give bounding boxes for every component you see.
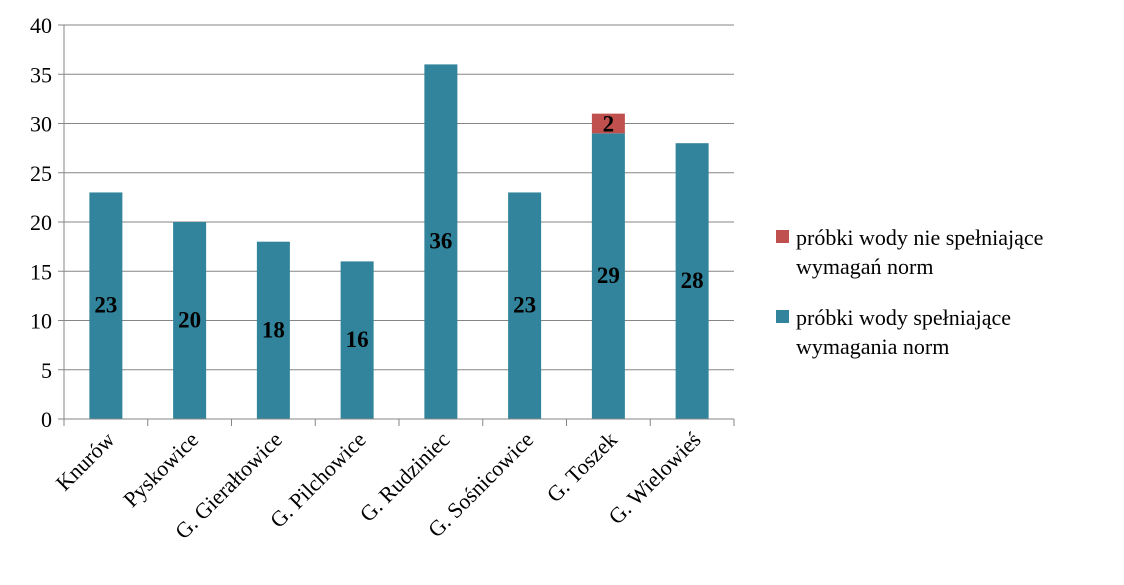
legend-swatch (776, 310, 789, 323)
y-axis-ticks: 0 5 10 15 20 25 30 35 40 (30, 13, 64, 432)
bar-compliant-7 (675, 143, 709, 419)
y-tick-label: 5 (41, 358, 52, 383)
bar-noncompliant-6 (591, 113, 625, 134)
bar-compliant-4 (424, 64, 458, 420)
y-tick-label: 30 (30, 112, 52, 137)
legend-item-noncompliant: próbki wody nie spełniające wymagań norm (776, 225, 1043, 279)
bar-compliant-0 (89, 192, 123, 419)
y-tick-label: 10 (30, 309, 52, 334)
data-label: 28 (681, 268, 704, 293)
y-tick-label: 15 (30, 259, 52, 284)
bar-compliant-5 (508, 192, 542, 419)
legend-label: wymagania norm (796, 334, 949, 359)
data-label: 36 (429, 229, 452, 254)
data-labels: 23 20 18 16 36 23 29 28 2 (94, 112, 703, 353)
bars (89, 64, 709, 420)
data-label: 23 (94, 293, 117, 318)
y-tick-label: 35 (30, 62, 52, 87)
x-tick-label: Pyskowice (118, 427, 203, 512)
legend-label: próbki wody spełniające (796, 305, 1011, 330)
data-label: 29 (597, 263, 620, 288)
gridlines (64, 24, 734, 371)
data-label: 2 (603, 112, 615, 137)
data-label: 18 (262, 317, 285, 342)
axes (63, 25, 735, 426)
y-tick-label: 25 (30, 161, 52, 186)
data-label: 20 (178, 308, 201, 333)
data-label: 16 (346, 327, 369, 352)
bar-compliant-2 (256, 241, 290, 419)
legend-swatch (776, 230, 789, 243)
y-tick-label: 0 (41, 407, 52, 432)
x-tick-label: Knurów (51, 427, 120, 496)
legend-item-compliant: próbki wody spełniające wymagania norm (776, 305, 1011, 359)
y-tick-label: 40 (30, 13, 52, 38)
bar-compliant-1 (173, 222, 207, 419)
x-tick-label: G. Toszek (542, 427, 622, 507)
bar-compliant-3 (340, 261, 374, 419)
legend-label: próbki wody nie spełniające (796, 225, 1043, 250)
bar-compliant-6 (591, 133, 625, 419)
y-tick-label: 20 (30, 210, 52, 235)
legend-label: wymagań norm (796, 254, 933, 279)
data-label: 23 (513, 293, 536, 318)
